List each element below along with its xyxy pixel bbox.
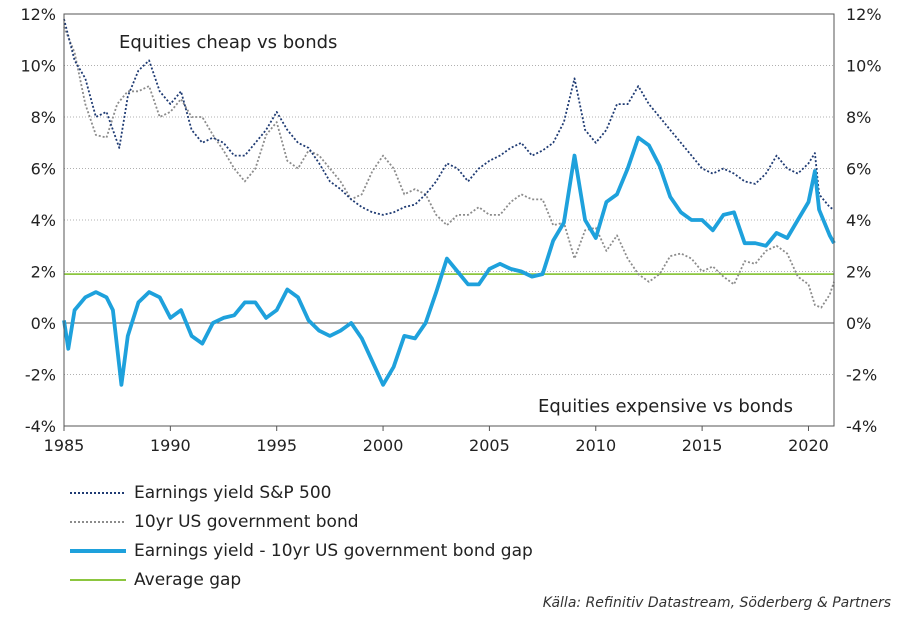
legend: Earnings yield S&P 500 10yr US governmen… [70,478,533,594]
y-tick-label-right: -2% [846,366,877,385]
y-tick-label-right: 12% [846,5,882,24]
y-tick-label-left: 12% [20,5,56,24]
x-tick-label: 2015 [682,436,723,455]
y-tick-label-left: 2% [31,263,56,282]
legend-label-sp500: Earnings yield S&P 500 [134,482,332,503]
x-tick-label: 1990 [150,436,191,455]
y-tick-label-left: -4% [25,417,56,436]
legend-item-gap: Earnings yield - 10yr US government bond… [70,536,533,565]
x-tick-label: 2020 [788,436,829,455]
x-tick-label: 2000 [363,436,404,455]
legend-item-sp500: Earnings yield S&P 500 [70,478,533,507]
legend-swatch-bond [70,520,126,523]
legend-label-gap: Earnings yield - 10yr US government bond… [134,540,533,561]
y-tick-label-right: 10% [846,57,882,76]
y-tick-label-left: 0% [31,314,56,333]
series-lines [62,18,836,387]
y-tick-label-left: 10% [20,57,56,76]
x-tick-label: 1985 [44,436,85,455]
y-tick-label-left: 6% [31,160,56,179]
x-tick-label: 2010 [575,436,616,455]
y-tick-label-left: -2% [25,366,56,385]
series-line-0 [63,18,835,216]
legend-item-bond: 10yr US government bond [70,507,533,536]
legend-label-average: Average gap [134,569,242,590]
left-y-axis: -4% -2% 0% 2% 4% 6% 8% 10% 12% [20,5,56,436]
x-tick-label: 2005 [469,436,510,455]
y-tick-label-left: 8% [31,108,56,127]
x-axis: 1985 1990 1995 2000 2005 2010 2015 2020 [44,426,829,455]
gridlines [64,65,834,375]
y-tick-label-right: 0% [846,314,871,333]
y-tick-label-left: 4% [31,211,56,230]
legend-label-bond: 10yr US government bond [134,511,359,532]
y-tick-label-right: 6% [846,160,871,179]
chart: -4% -2% 0% 2% 4% 6% 8% 10% 12% -4% -2% 0% 2% 4% 6% 8% 1… [20,5,882,455]
y-tick-label-right: 2% [846,263,871,282]
annotation-bottom: Equities expensive vs bonds [538,396,793,417]
y-tick-label-right: 8% [846,108,871,127]
series-line-1 [63,26,835,309]
y-tick-label-right: 4% [846,211,871,230]
source-note: Källa: Refinitiv Datastream, Söderberg &… [542,595,891,611]
right-y-axis: -4% -2% 0% 2% 4% 6% 8% 10% 12% [846,5,882,436]
series-line-2 [62,135,836,387]
legend-swatch-gap [70,548,126,553]
legend-swatch-average [70,578,126,581]
plot-frame [63,13,835,427]
legend-swatch-sp500 [70,491,126,494]
annotation-top: Equities cheap vs bonds [119,32,337,53]
x-tick-label: 1995 [256,436,297,455]
y-tick-label-right: -4% [846,417,877,436]
legend-item-average: Average gap [70,565,533,594]
